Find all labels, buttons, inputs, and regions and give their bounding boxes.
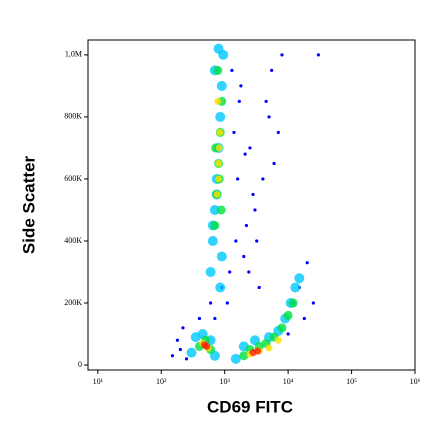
point: [276, 130, 280, 135]
point: [213, 190, 221, 198]
point: [280, 53, 284, 57]
y-tick-label: 200K: [64, 298, 82, 307]
point: [316, 53, 320, 57]
point: [288, 298, 298, 308]
point: [215, 111, 226, 122]
point: [210, 220, 220, 230]
point: [239, 84, 243, 88]
point: [203, 342, 211, 350]
x-tick-label: 10²: [156, 377, 167, 386]
y-tick-label: 400K: [64, 236, 82, 245]
point: [270, 68, 274, 72]
point: [181, 326, 185, 330]
x-axis-title: CD69 FITC: [207, 397, 293, 416]
point: [244, 223, 249, 228]
point: [215, 175, 223, 183]
x-tick-label: 10⁶: [410, 377, 421, 386]
point: [216, 80, 227, 91]
point: [255, 239, 259, 243]
x-tick-label: 10³: [219, 377, 230, 386]
point: [184, 357, 189, 361]
y-tick-label: 1,0M: [65, 50, 82, 59]
point: [243, 152, 247, 156]
point: [253, 208, 257, 212]
point: [216, 251, 227, 262]
point: [305, 261, 309, 265]
point: [257, 285, 261, 290]
point: [302, 316, 306, 321]
y-tick-label: 600K: [64, 174, 82, 183]
x-tick-label: 10¹: [93, 377, 104, 386]
point: [294, 273, 305, 284]
point: [215, 282, 226, 293]
point: [205, 266, 216, 277]
point: [216, 205, 226, 215]
point: [254, 347, 262, 355]
point: [215, 144, 223, 152]
point: [214, 97, 222, 105]
point: [232, 130, 236, 135]
point: [228, 270, 232, 274]
point: [216, 128, 224, 136]
point: [265, 344, 273, 352]
point: [207, 235, 218, 246]
point: [230, 68, 234, 72]
point: [237, 99, 241, 104]
plot-frame: [87, 39, 416, 371]
point: [170, 354, 175, 358]
point: [197, 316, 202, 321]
point: [286, 332, 290, 336]
point: [311, 301, 315, 305]
x-tick-label: 10⁵: [346, 377, 357, 386]
point: [239, 351, 249, 361]
point: [236, 177, 240, 181]
point: [283, 310, 293, 320]
y-tick-label: 0: [78, 360, 82, 369]
point: [277, 323, 287, 333]
point: [186, 347, 197, 358]
point: [267, 115, 271, 119]
y-tick-label: 800K: [64, 112, 82, 121]
point: [209, 204, 220, 215]
point: [242, 254, 246, 259]
point: [230, 353, 241, 364]
point: [290, 282, 301, 293]
point: [248, 146, 252, 150]
x-tick-label: 10⁴: [283, 377, 294, 386]
point: [213, 65, 223, 75]
point: [247, 270, 251, 274]
point: [234, 239, 238, 243]
point: [274, 336, 282, 344]
point: [215, 159, 223, 167]
point: [213, 316, 217, 321]
point: [225, 301, 229, 305]
point: [272, 161, 276, 166]
point: [264, 99, 268, 104]
point: [209, 301, 213, 305]
y-axis-title: Side Scatter: [19, 155, 38, 254]
point: [261, 177, 265, 181]
point: [175, 338, 180, 342]
point: [178, 347, 182, 352]
point: [251, 192, 255, 197]
point: [213, 43, 224, 54]
